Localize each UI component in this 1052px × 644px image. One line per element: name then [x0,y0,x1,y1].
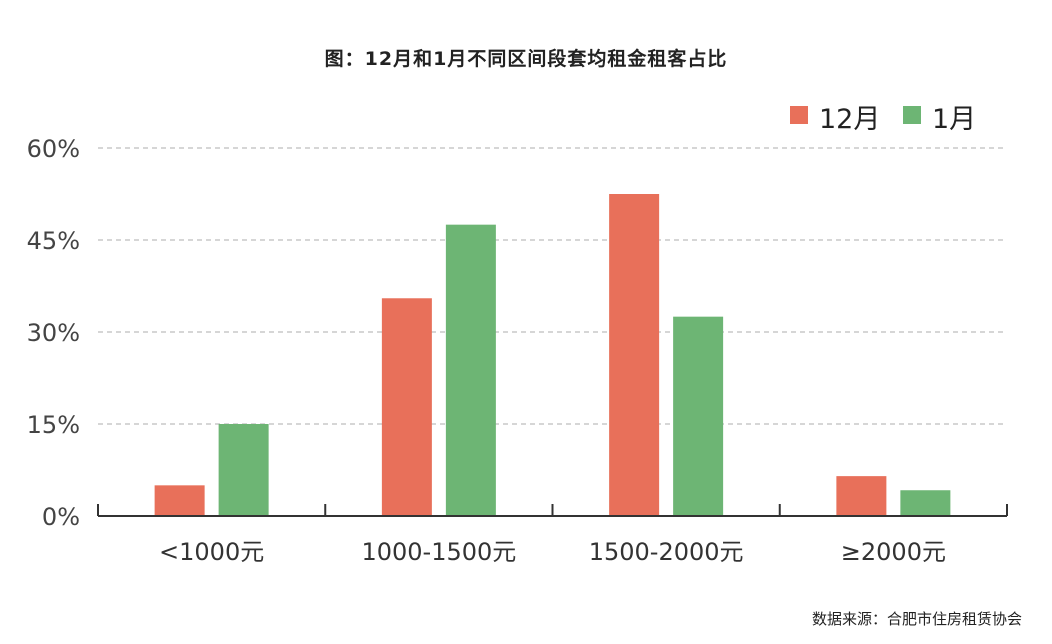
y-tick-label: 45% [27,227,80,255]
y-tick-label: 15% [27,411,80,439]
bars [154,194,951,516]
x-tick-label: 1000-1500元 [361,538,516,566]
legend-label: 12月 [819,104,880,135]
y-tick-label: 0% [42,503,80,531]
x-axis-tick-labels: <1000元 1000-1500元 1500-2000元 ≥2000元 [159,538,946,566]
bar-series1-0 [154,485,205,516]
legend-swatch [790,106,808,124]
x-tick-label: 1500-2000元 [589,538,744,566]
bar-series1-1 [381,298,432,516]
y-axis-tick-labels: 0% 15% 30% 45% 60% [27,135,80,531]
bar-series2-1 [445,224,496,516]
chart-title: 图：12月和1月不同区间段套均租金租客占比 [324,48,728,70]
bar-series1-3 [836,476,887,516]
legend: 12月 1月 [790,104,976,135]
y-tick-label: 30% [27,319,80,347]
x-axis [97,504,1008,517]
y-tick-label: 60% [27,135,80,163]
gridlines [98,147,1007,425]
legend-label: 1月 [932,104,976,135]
bar-series1-2 [609,194,660,516]
legend-swatch [903,106,921,124]
x-tick-label: ≥2000元 [841,538,946,566]
bar-series2-2 [673,316,724,516]
bar-series2-3 [900,490,951,516]
x-tick-label: <1000元 [159,538,264,566]
data-source-note: 数据来源：合肥市住房租赁协会 [811,610,1022,628]
bar-series2-0 [218,424,269,516]
